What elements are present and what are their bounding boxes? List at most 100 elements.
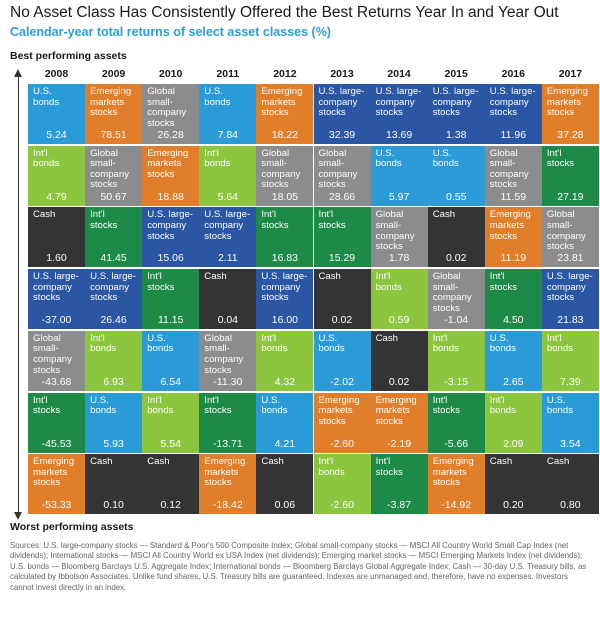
cell-2010-int-l-bonds: Int'l bonds 5.54 (142, 392, 200, 453)
cell-asset-label: Int'l bonds (90, 332, 117, 355)
cell-asset-label: Int'l bonds (489, 394, 516, 417)
cell-2008-u-s-bonds: U.S. bonds 5.24 (28, 84, 85, 144)
cell-return-value: 11.15 (157, 314, 184, 327)
cell-2012-u-s-large-company-stocks: U.S. large- company stocks 16.00 (256, 269, 314, 330)
cell-return-value: 5.54 (160, 437, 181, 450)
cell-return-value: 50.67 (100, 190, 127, 203)
cell-2010-cash: Cash 0.12 (142, 454, 200, 515)
cell-asset-label: U.S. large- company stocks (489, 86, 536, 119)
cell-return-value: 26.46 (100, 314, 127, 327)
cell-2015-emerging-markets-stocks: Emerging markets stocks -14.92 (427, 454, 485, 515)
cell-asset-label: U.S. bonds (90, 394, 117, 417)
cell-return-value: 6.54 (160, 375, 181, 388)
cell-asset-label: Int'l stocks (33, 394, 61, 417)
cell-asset-label: Emerging markets stocks (318, 394, 360, 427)
cell-return-value: -2.60 (330, 437, 354, 450)
year-label-2016: 2016 (501, 68, 525, 80)
cell-asset-label: Int'l stocks (375, 456, 403, 478)
cell-return-value: 13.69 (385, 129, 413, 141)
cell-2017-int-l-bonds: Int'l bonds 7.39 (541, 330, 599, 391)
cell-return-value: 6.93 (103, 375, 124, 388)
cell-return-value: -45.53 (41, 437, 72, 450)
cell-return-value: 26.28 (157, 129, 184, 141)
cell-2015-int-l-bonds: Int'l bonds -3.15 (427, 330, 485, 391)
cell-return-value: 4.50 (503, 314, 524, 327)
cell-asset-label: U.S. large- company stocks (90, 271, 136, 304)
cell-2011-cash: Cash 0.04 (199, 269, 257, 330)
cell-2012-int-l-bonds: Int'l bonds 4.32 (256, 330, 314, 391)
cell-asset-label: Cash (546, 456, 570, 468)
cell-asset-label: Int'l stocks (90, 209, 118, 231)
cell-asset-label: Global small- company stocks (33, 332, 72, 376)
cell-return-value: 27.19 (557, 190, 584, 203)
cell-2008-int-l-stocks: Int'l stocks -45.53 (28, 392, 85, 453)
cell-asset-label: Cash (204, 271, 227, 283)
cell-return-value: -2.19 (387, 437, 412, 450)
cell-return-value: 0.10 (103, 499, 124, 512)
cell-return-value: 28.66 (328, 190, 356, 203)
cell-2017-cash: Cash 0.80 (541, 454, 599, 515)
year-label-2010: 2010 (159, 68, 183, 80)
cell-2009-cash: Cash 0.10 (85, 454, 143, 515)
cell-2015-u-s-large-company-stocks: U.S. large- company stocks 1.38 (427, 84, 485, 144)
cell-2014-int-l-bonds: Int'l bonds 0.59 (370, 269, 428, 330)
cell-asset-label: U.S. large- company stocks (147, 209, 194, 242)
cell-asset-label: Global small- company stocks (318, 147, 358, 191)
cell-asset-label: Int'l stocks (489, 271, 517, 293)
cell-asset-label: Emerging markets stocks (204, 456, 246, 489)
cell-asset-label: Global small- company stocks (375, 209, 415, 253)
cell-return-value: 0.02 (388, 375, 410, 388)
cell-asset-label: Cash (432, 209, 456, 221)
cell-2011-global-small-company-stocks: Global small- company stocks -11.30 (199, 330, 257, 391)
chart-title: No Asset Class Has Consistently Offered … (10, 4, 559, 21)
cell-asset-label: U.S. bonds (147, 332, 174, 355)
cell-2013-int-l-stocks: Int'l stocks 15.29 (313, 207, 371, 268)
cell-2010-global-small-company-stocks: Global small- company stocks 26.28 (142, 84, 200, 144)
cell-2016-cash: Cash 0.20 (484, 454, 542, 515)
cell-2010-int-l-stocks: Int'l stocks 11.15 (142, 269, 200, 330)
cell-2015-global-small-company-stocks: Global small- company stocks -1.04 (427, 269, 485, 330)
cell-return-value: 37.28 (557, 129, 584, 141)
sources-footnote: Sources: U.S. large-company stocks — Sta… (10, 541, 587, 592)
cell-return-value: 7.39 (560, 375, 581, 388)
cell-2016-int-l-stocks: Int'l stocks 4.50 (484, 269, 542, 330)
cell-asset-label: Emerging markets stocks (432, 456, 474, 489)
cell-return-value: 15.06 (157, 252, 184, 265)
cell-asset-label: Cash (261, 456, 284, 468)
cell-asset-label: U.S. large- company stocks (204, 209, 251, 242)
cell-2014-global-small-company-stocks: Global small- company stocks 1.78 (370, 207, 428, 268)
cell-asset-label: U.S. bonds (204, 86, 231, 108)
cell-2012-global-small-company-stocks: Global small- company stocks 18.05 (256, 145, 314, 206)
year-label-2014: 2014 (387, 68, 411, 80)
cell-asset-label: U.S. bonds (261, 394, 288, 417)
returns-grid: 2008 U.S. bonds 5.24 Int'l bonds 4.79 Cash 1.6… (28, 68, 599, 515)
cell-return-value: 41.45 (100, 252, 127, 265)
cell-return-value: 4.21 (274, 437, 296, 450)
cell-return-value: 4.32 (274, 375, 296, 388)
cell-return-value: 0.55 (445, 190, 467, 203)
cell-return-value: 2.65 (503, 375, 524, 388)
cell-return-value: -2.60 (330, 499, 354, 512)
cell-return-value: 11.96 (500, 129, 527, 141)
cell-2008-global-small-company-stocks: Global small- company stocks -43.68 (28, 330, 85, 391)
cell-return-value: 18.05 (271, 190, 299, 203)
cell-return-value: 15.29 (328, 252, 356, 265)
cell-return-value: -37.00 (41, 314, 72, 327)
cell-2008-emerging-markets-stocks: Emerging markets stocks -53.33 (28, 454, 85, 515)
cell-2009-int-l-bonds: Int'l bonds 6.93 (85, 330, 143, 391)
cell-return-value: -2.02 (330, 375, 354, 388)
cell-return-value: -1.04 (444, 314, 469, 327)
cell-asset-label: U.S. bonds (318, 332, 345, 355)
cell-return-value: 11.59 (500, 190, 527, 203)
cell-2012-u-s-bonds: U.S. bonds 4.21 (256, 392, 314, 453)
cell-2016-emerging-markets-stocks: Emerging markets stocks 11.19 (484, 207, 542, 268)
year-label-2013: 2013 (330, 68, 354, 80)
cell-return-value: 5.93 (103, 437, 124, 450)
cell-asset-label: Int'l bonds (432, 332, 459, 355)
cell-return-value: 11.19 (500, 252, 527, 265)
cell-2017-u-s-bonds: U.S. bonds 3.54 (541, 392, 599, 453)
cell-asset-label: Int'l bonds (318, 456, 345, 478)
cell-2011-u-s-large-company-stocks: U.S. large- company stocks 2.11 (199, 207, 257, 268)
cell-asset-label: Global small- company stocks (261, 147, 301, 191)
cell-asset-label: Cash (147, 456, 170, 468)
